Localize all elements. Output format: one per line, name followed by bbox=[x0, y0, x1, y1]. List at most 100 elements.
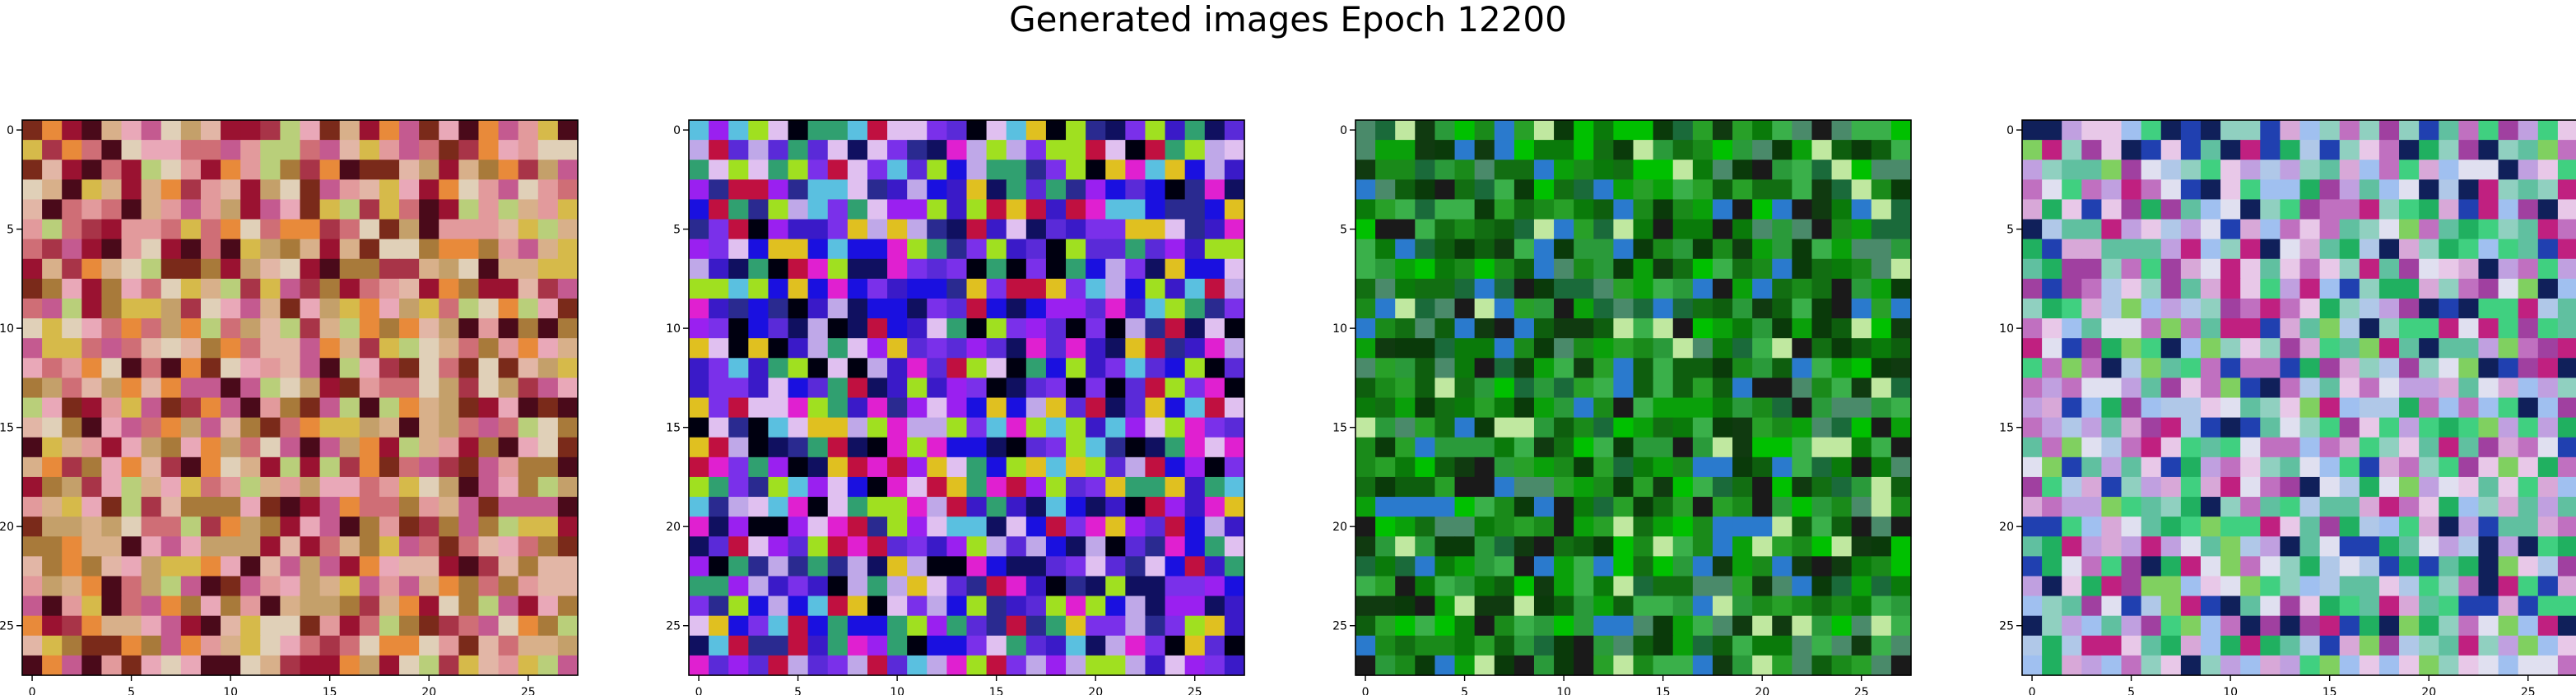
pixel-cell bbox=[1811, 318, 1833, 339]
pixel-cell bbox=[2458, 219, 2480, 240]
pixel-cell bbox=[2081, 239, 2103, 260]
pixel-cell bbox=[1125, 318, 1146, 339]
pixel-cell bbox=[1752, 615, 1773, 637]
pixel-cell bbox=[748, 576, 770, 597]
pixel-cell bbox=[2557, 258, 2576, 280]
pixel-cell bbox=[966, 258, 988, 280]
pixel-cell bbox=[300, 556, 321, 577]
pixel-grid bbox=[689, 120, 1245, 676]
pixel-cell bbox=[2101, 497, 2123, 517]
pixel-cell bbox=[280, 556, 301, 577]
pixel-cell bbox=[2062, 595, 2082, 617]
pixel-cell bbox=[1395, 456, 1416, 478]
pixel-cell bbox=[748, 517, 770, 537]
pixel-cell bbox=[2200, 437, 2221, 458]
pixel-cell bbox=[221, 219, 241, 240]
pixel-cell bbox=[557, 497, 579, 517]
pixel-cell bbox=[300, 615, 321, 637]
pixel-cell bbox=[2399, 239, 2420, 260]
pixel-cell bbox=[1712, 239, 1733, 260]
pixel-cell bbox=[141, 298, 162, 319]
pixel-cell bbox=[847, 258, 868, 280]
pixel-cell bbox=[458, 160, 480, 180]
pixel-cell bbox=[419, 378, 439, 399]
pixel-cell bbox=[101, 635, 123, 656]
pixel-cell bbox=[2200, 199, 2221, 220]
pixel-cell bbox=[221, 556, 241, 577]
pixel-cell bbox=[537, 338, 559, 359]
pixel-cell bbox=[300, 378, 321, 399]
pixel-cell bbox=[240, 378, 261, 399]
pixel-cell bbox=[1653, 417, 1674, 438]
pixel-cell bbox=[2518, 397, 2539, 419]
pixel-cell bbox=[1752, 298, 1773, 319]
pixel-cell bbox=[728, 160, 749, 180]
pixel-cell bbox=[1692, 576, 1713, 597]
pixel-cell bbox=[907, 358, 928, 378]
pixel-cell bbox=[2378, 595, 2400, 617]
pixel-cell bbox=[1772, 497, 1793, 517]
pixel-cell bbox=[121, 140, 142, 160]
pixel-cell bbox=[1494, 338, 1515, 359]
pixel-cell bbox=[1672, 536, 1694, 557]
pixel-cell bbox=[2160, 576, 2182, 597]
pixel-cell bbox=[1851, 536, 1872, 557]
pixel-cell bbox=[2458, 635, 2480, 656]
pixel-cell bbox=[1494, 298, 1515, 319]
pixel-cell bbox=[399, 497, 420, 517]
pixel-cell bbox=[1204, 239, 1225, 260]
pixel-cell bbox=[101, 397, 123, 419]
pixel-cell bbox=[1454, 456, 1476, 478]
pixel-cell bbox=[319, 437, 341, 458]
pixel-cell bbox=[419, 258, 439, 280]
pixel-cell bbox=[2319, 318, 2341, 339]
pixel-cell bbox=[260, 397, 281, 419]
pixel-cell bbox=[1474, 437, 1495, 458]
pixel-cell bbox=[1415, 358, 1436, 378]
pixel-cell bbox=[1831, 120, 1853, 141]
pixel-cell bbox=[2399, 258, 2420, 280]
pixel-cell bbox=[927, 140, 947, 160]
pixel-cell bbox=[1045, 120, 1067, 141]
pixel-cell bbox=[2498, 199, 2519, 220]
pixel-cell bbox=[2200, 318, 2221, 339]
pixel-cell bbox=[927, 338, 947, 359]
pixel-cell bbox=[1204, 378, 1225, 399]
pixel-cell bbox=[1811, 476, 1833, 498]
pixel-cell bbox=[1434, 120, 1456, 141]
pixel-cell bbox=[2141, 199, 2162, 220]
pixel-cell bbox=[1792, 497, 1813, 517]
pixel-cell bbox=[986, 635, 1007, 656]
pixel-cell bbox=[1165, 497, 1186, 517]
x-tick-label: 0 bbox=[1362, 686, 1369, 695]
pixel-cell bbox=[728, 338, 749, 359]
pixel-cell bbox=[2458, 160, 2480, 180]
pixel-cell bbox=[478, 397, 500, 419]
pixel-cell bbox=[2419, 456, 2439, 478]
pixel-cell bbox=[2557, 497, 2576, 517]
pixel-cell bbox=[827, 258, 849, 280]
pixel-cell bbox=[319, 536, 341, 557]
pixel-cell bbox=[927, 160, 947, 180]
pixel-cell bbox=[1593, 437, 1614, 458]
pixel-cell bbox=[180, 456, 202, 478]
pixel-cell bbox=[141, 120, 162, 141]
pixel-cell bbox=[1593, 476, 1614, 498]
pixel-cell bbox=[62, 576, 82, 597]
pixel-cell bbox=[1752, 199, 1773, 220]
pixel-cell bbox=[1224, 497, 1245, 517]
pixel-cell bbox=[1712, 556, 1733, 577]
pixel-cell bbox=[81, 239, 103, 260]
pixel-cell bbox=[1474, 497, 1495, 517]
pixel-cell bbox=[1434, 556, 1456, 577]
pixel-cell bbox=[2537, 358, 2559, 378]
pixel-cell bbox=[927, 298, 947, 319]
pixel-cell bbox=[2439, 456, 2459, 478]
pixel-cell bbox=[2280, 338, 2301, 359]
pixel-cell bbox=[419, 437, 439, 458]
pixel-cell bbox=[2042, 635, 2062, 656]
pixel-cell bbox=[2260, 476, 2281, 498]
pixel-cell bbox=[2180, 615, 2202, 637]
pixel-cell bbox=[260, 655, 281, 676]
pixel-cell bbox=[2498, 556, 2519, 577]
